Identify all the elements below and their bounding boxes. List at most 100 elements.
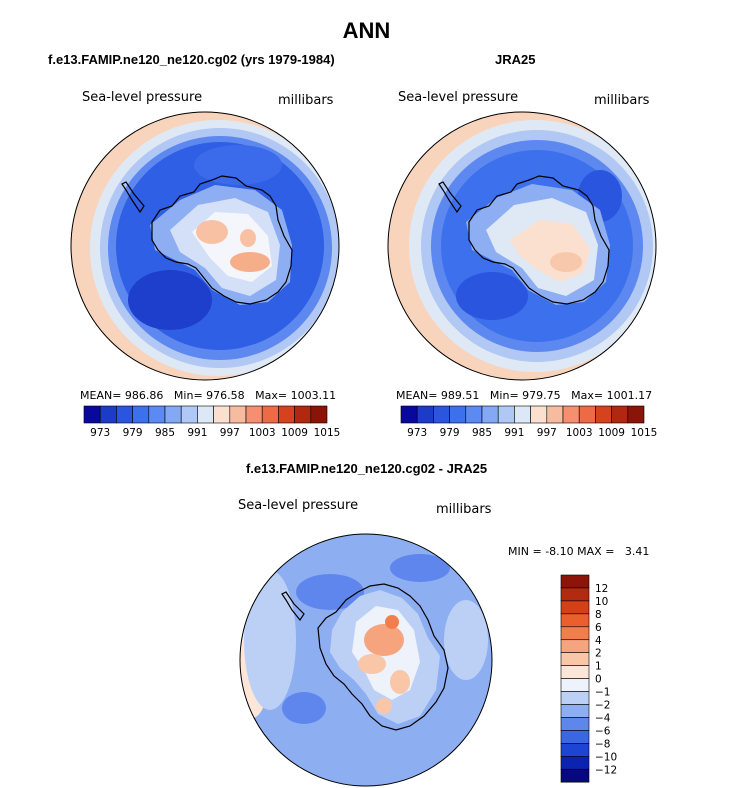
panel-3-colorbar-swatch bbox=[560, 768, 590, 783]
panel-1-colorbar-swatch bbox=[213, 405, 231, 424]
panel-1-colorbar-tick-label: 1009 bbox=[281, 427, 308, 439]
panel-1-colorbar-swatch bbox=[116, 405, 133, 424]
panel-2-colorbar-tick-label: 979 bbox=[440, 427, 460, 439]
panel-2-colorbar: 973 979 985 991 997 1003 1009 1015 bbox=[400, 405, 658, 439]
panel-3-stats: MIN = -8.10 MAX = 3.41 bbox=[508, 545, 649, 558]
panel-3-title: f.e13.FAMIP.ne120_ne120.cg02 - JRA25 bbox=[245, 461, 488, 476]
panel-1-colorbar-swatch bbox=[278, 405, 295, 424]
panel-1-max-value: 1003.11 bbox=[290, 389, 337, 402]
panel-2-title: JRA25 bbox=[495, 52, 536, 67]
panel-1-map-boundary bbox=[70, 111, 340, 381]
panel-1-colorbar-swatch bbox=[83, 405, 101, 424]
panel-1-mean-value: 986.86 bbox=[124, 389, 164, 402]
panel-1-colorbar-tick-label: 979 bbox=[123, 427, 143, 439]
panel-2-colorbar-swatch bbox=[611, 405, 629, 424]
panel-1-colorbar-swatch bbox=[148, 405, 166, 424]
panel-2-colorbar-swatch bbox=[449, 405, 467, 424]
panel-2-colorbar-swatch bbox=[578, 405, 596, 424]
panel-3-colorbar-swatch bbox=[560, 626, 590, 641]
panel-3-colorbar-swatch bbox=[560, 587, 590, 602]
panel-3-map bbox=[239, 533, 493, 787]
panel-1-field-high-3 bbox=[240, 229, 256, 247]
panel-3-colorbar-tick-label: 2 bbox=[595, 648, 602, 660]
panel-3-colorbar-tick-label: −6 bbox=[595, 725, 611, 737]
panel-3-map-boundary bbox=[239, 533, 493, 787]
panel-3-colorbar-tick-label: −12 bbox=[595, 764, 617, 776]
panel-2-colorbar-tick-label: 1009 bbox=[598, 427, 625, 439]
panel-1-field-high-2 bbox=[230, 252, 270, 272]
panel-1-min-value: 976.58 bbox=[206, 389, 245, 402]
panel-2-units-label: millibars bbox=[594, 93, 650, 108]
panel-2-map bbox=[387, 111, 657, 381]
panel-2-map-boundary bbox=[387, 111, 657, 381]
panel-1-variable-label: Sea-level pressure bbox=[82, 90, 203, 105]
panel-3-coastline bbox=[281, 583, 449, 731]
panel-2-colorbar-tick-label: 973 bbox=[407, 427, 427, 439]
panel-3-colorbar-swatch bbox=[560, 755, 590, 770]
panel-3-colorbar-swatch bbox=[560, 574, 590, 589]
panel-3-variable-label: Sea-level pressure bbox=[238, 498, 359, 513]
panel-2-colorbar-swatch bbox=[481, 405, 499, 424]
panel-2-stats: MEAN= 989.51 Min= 979.75 Max= 1001.17 bbox=[396, 389, 652, 402]
panel-2-colorbar-tick-label: 1015 bbox=[631, 427, 658, 439]
panel-1-colorbar-swatch bbox=[99, 405, 117, 424]
panel-1-colorbar-tick-label: 973 bbox=[90, 427, 110, 439]
panel-1-colorbar-swatch bbox=[164, 405, 182, 424]
panel-1-units-label: millibars bbox=[278, 93, 334, 108]
panel-2-mean-value: 989.51 bbox=[440, 389, 480, 402]
panel-2-field-high bbox=[550, 252, 582, 272]
panel-3-field-neg-2 bbox=[282, 692, 326, 724]
panel-3-colorbar-tick-label: −8 bbox=[595, 738, 610, 750]
panel-1-colorbar-swatch bbox=[229, 405, 247, 424]
panel-3-colorbar-tick-label: 8 bbox=[595, 609, 602, 621]
panel-3-field-neg-1 bbox=[296, 574, 364, 610]
panel-1-stats: MEAN= 986.86 Min= 976.58 Max= 1003.11 bbox=[80, 389, 336, 402]
panel-3-colorbar-tick-label: 6 bbox=[595, 622, 602, 634]
panel-1-field-high-1 bbox=[196, 220, 228, 244]
panel-3-field-pos-3 bbox=[390, 670, 410, 694]
panel-1-coastline bbox=[121, 175, 293, 305]
panel-1-colorbar-swatch bbox=[197, 405, 214, 424]
panel-2-max-label: Max= bbox=[571, 389, 604, 402]
panel-3-field-pos-5 bbox=[376, 698, 392, 714]
panel-3-colorbar-swatch bbox=[560, 600, 590, 615]
panel-1-field-min-cell bbox=[128, 270, 212, 330]
panel-3-max-label: MAX = bbox=[577, 545, 615, 558]
panel-2-min-label: Min= bbox=[489, 389, 519, 402]
panel-2-colorbar-swatch bbox=[433, 405, 450, 424]
panel-2-variable-label: Sea-level pressure bbox=[398, 90, 519, 105]
panel-2-colorbar-tick-label: 997 bbox=[537, 427, 557, 439]
panel-1-colorbar: 973 979 985 991 997 1003 1009 1015 bbox=[83, 405, 341, 439]
panel-1-min-label: Min= bbox=[173, 389, 203, 402]
panel-1-colorbar-tick-label: 985 bbox=[155, 427, 175, 439]
panel-1-max-label: Max= bbox=[255, 389, 288, 402]
panel-1-colorbar-tick-label: 1003 bbox=[249, 427, 276, 439]
panel-2-max-value: 1001.17 bbox=[606, 389, 653, 402]
panel-2-colorbar-swatch bbox=[546, 405, 564, 424]
panel-3-colorbar-swatch bbox=[560, 652, 590, 666]
panel-2-colorbar-tick-label: 985 bbox=[472, 427, 492, 439]
panel-1-colorbar-swatch bbox=[261, 405, 279, 424]
panel-3-colorbar-swatch bbox=[560, 691, 590, 705]
panel-2-colorbar-swatch bbox=[627, 405, 645, 424]
panel-1-colorbar-tick-label: 1015 bbox=[314, 427, 341, 439]
panel-2-mean-label: MEAN= bbox=[396, 389, 438, 402]
panel-3-colorbar-tick-label: −10 bbox=[595, 751, 617, 763]
panel-3-field-pos-1 bbox=[364, 624, 404, 656]
panel-2-colorbar-tick-label: 991 bbox=[504, 427, 524, 439]
panel-2-colorbar-swatch bbox=[465, 405, 483, 424]
panel-3-colorbar-swatch bbox=[560, 678, 590, 692]
panel-2-colorbar-swatch bbox=[562, 405, 580, 424]
panel-1-mean-label: MEAN= bbox=[80, 389, 122, 402]
panel-2-colorbar-swatch bbox=[400, 405, 418, 424]
panel-3-max-value: 3.41 bbox=[624, 545, 650, 558]
panel-1-colorbar-tick-label: 991 bbox=[187, 427, 207, 439]
panel-3-field-pale-east bbox=[444, 600, 488, 680]
panel-2-colorbar-swatch bbox=[595, 405, 612, 424]
panel-1-map bbox=[70, 111, 340, 381]
panel-3-colorbar-swatch bbox=[560, 613, 590, 628]
panel-2-colorbar-swatch bbox=[530, 405, 548, 424]
panel-3-field-pos-4 bbox=[385, 615, 399, 629]
figure-title: ANN bbox=[342, 18, 391, 43]
